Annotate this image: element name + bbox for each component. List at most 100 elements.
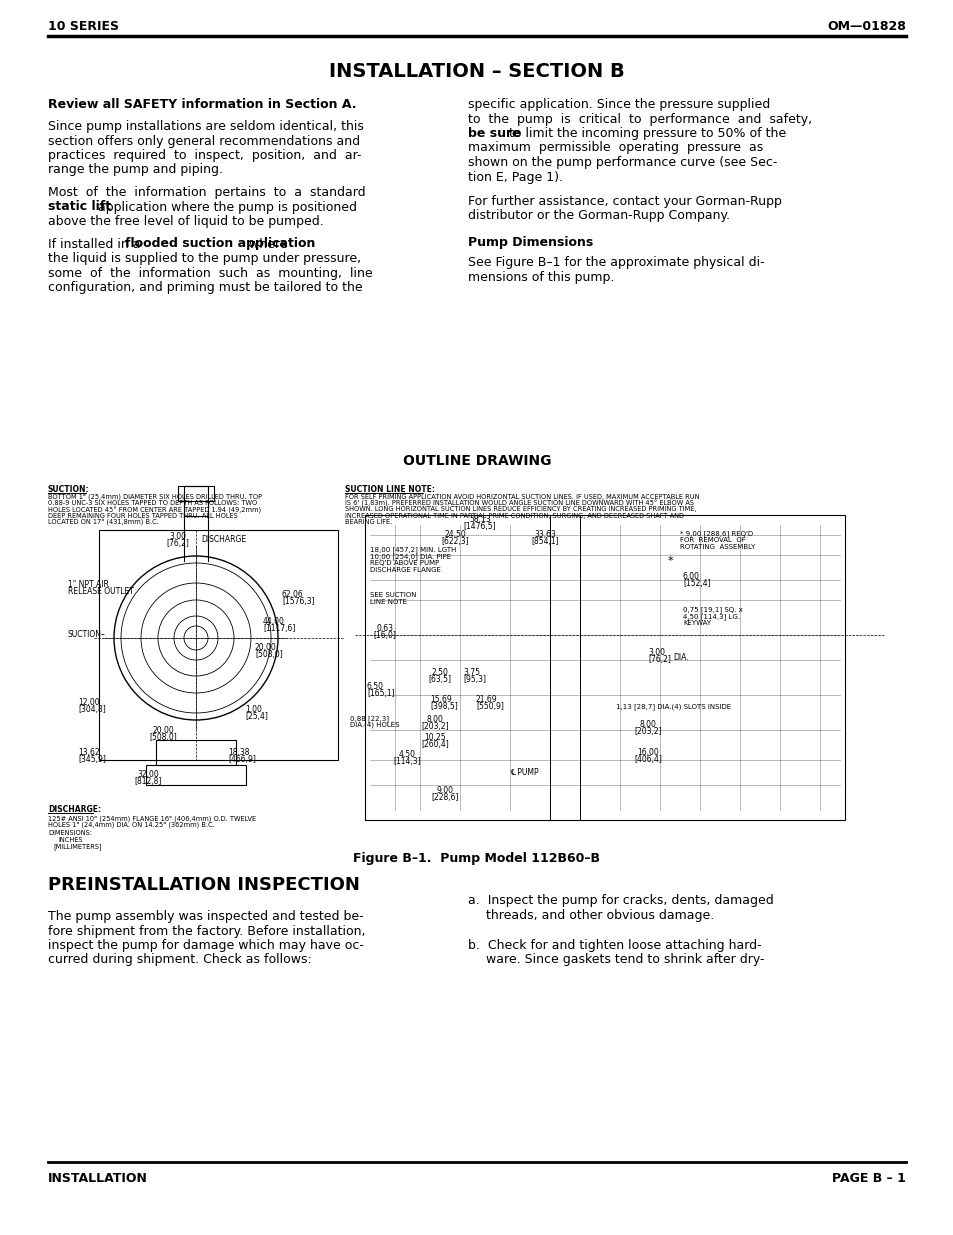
Text: SUCTION–: SUCTION– [68, 630, 106, 638]
Text: [398,5]: [398,5] [430, 701, 457, 711]
Text: RELEASE OUTLET: RELEASE OUTLET [68, 587, 133, 597]
Text: [1117,6]: [1117,6] [263, 624, 295, 634]
Text: [1576,3]: [1576,3] [282, 597, 314, 606]
Text: INSTALLATION: INSTALLATION [48, 1172, 148, 1186]
Text: section offers only general recommendations and: section offers only general recommendati… [48, 135, 359, 147]
Text: [345,9]: [345,9] [78, 755, 106, 764]
Text: 18,38: 18,38 [228, 748, 250, 757]
Bar [178, 487, 213, 501]
Text: OM—01828: OM—01828 [826, 20, 905, 33]
Text: ℄ PUMP: ℄ PUMP [510, 768, 538, 777]
Text: 0.88-9 UNC-3 SIX HOLES TAPPED TO DEPTH AS FOLLOWS: TWO: 0.88-9 UNC-3 SIX HOLES TAPPED TO DEPTH A… [48, 500, 257, 506]
Text: range the pump and piping.: range the pump and piping. [48, 163, 223, 177]
Text: configuration, and priming must be tailored to the: configuration, and priming must be tailo… [48, 282, 362, 294]
Text: 6,00: 6,00 [682, 572, 700, 580]
Text: DISCHARGE: DISCHARGE [201, 535, 246, 543]
Text: 3,75: 3,75 [462, 668, 479, 677]
Text: [203,2]: [203,2] [634, 727, 661, 736]
Text: LOCATED ON 17" (431,8mm) B.C.: LOCATED ON 17" (431,8mm) B.C. [48, 519, 159, 525]
Text: [812,8]: [812,8] [134, 777, 161, 785]
Text: tion E, Page 1).: tion E, Page 1). [468, 170, 563, 184]
Text: BEARING LIFE.: BEARING LIFE. [345, 519, 392, 525]
Text: [622,3]: [622,3] [440, 537, 468, 546]
Text: a.  Inspect the pump for cracks, dents, damaged: a. Inspect the pump for cracks, dents, d… [468, 894, 773, 906]
Text: to  the  pump  is  critical  to  performance  and  safety,: to the pump is critical to performance a… [468, 112, 812, 126]
Text: 58,13: 58,13 [469, 515, 490, 524]
Text: BOTTOM 1" (25,4mm) DIAMETER SIX HOLES DRILLED THRU. TOP: BOTTOM 1" (25,4mm) DIAMETER SIX HOLES DR… [48, 494, 262, 500]
Text: Most  of  the  information  pertains  to  a  standard: Most of the information pertains to a st… [48, 186, 365, 199]
Bar [184, 487, 208, 516]
Text: 20,00: 20,00 [152, 726, 173, 735]
Text: be sure: be sure [468, 127, 520, 140]
Text: 18,00 [457,2] MIN. LGTH: 18,00 [457,2] MIN. LGTH [370, 546, 456, 553]
Text: mensions of this pump.: mensions of this pump. [468, 270, 614, 284]
Text: 10 SERIES: 10 SERIES [48, 20, 119, 33]
Text: [165,1]: [165,1] [367, 689, 395, 698]
Text: INCHES: INCHES [58, 836, 82, 842]
Text: curred during shipment. Check as follows:: curred during shipment. Check as follows… [48, 953, 312, 967]
Text: INSTALLATION – SECTION B: INSTALLATION – SECTION B [329, 62, 624, 82]
Text: 4,50: 4,50 [398, 750, 416, 760]
Text: DISCHARGE FLANGE: DISCHARGE FLANGE [370, 567, 440, 573]
Text: b.  Check for and tighten loose attaching hard-: b. Check for and tighten loose attaching… [468, 939, 761, 951]
Text: 0,63: 0,63 [376, 624, 393, 634]
Text: [466,9]: [466,9] [228, 755, 255, 764]
Text: 1,00: 1,00 [245, 705, 262, 714]
Text: [304,8]: [304,8] [78, 705, 106, 714]
Text: 9,00: 9,00 [436, 785, 453, 795]
Text: The pump assembly was inspected and tested be-: The pump assembly was inspected and test… [48, 910, 363, 923]
Text: SHOWN. LONG HORIZONTAL SUCTION LINES REDUCE EFFICIENCY BY CREATING INCREASED PRI: SHOWN. LONG HORIZONTAL SUCTION LINES RED… [345, 506, 696, 513]
Text: [MILLIMETERS]: [MILLIMETERS] [53, 842, 102, 850]
Text: practices  required  to  inspect,  position,  and  ar-: practices required to inspect, position,… [48, 149, 361, 162]
Text: [203,2]: [203,2] [420, 722, 448, 731]
Text: DIMENSIONS:: DIMENSIONS: [48, 830, 91, 836]
Text: HOLES 1" (24,4mm) DIA. ON 14.25" (362mm) B.C.: HOLES 1" (24,4mm) DIA. ON 14.25" (362mm)… [48, 821, 214, 827]
Text: inspect the pump for damage which may have oc-: inspect the pump for damage which may ha… [48, 939, 363, 952]
Text: [260,4]: [260,4] [420, 740, 449, 748]
Text: 32,00: 32,00 [137, 769, 159, 779]
Text: DIA.(4) HOLES: DIA.(4) HOLES [350, 722, 399, 729]
Text: 10,00 [254,0] DIA. PIPE: 10,00 [254,0] DIA. PIPE [370, 553, 451, 559]
Text: threads, and other obvious damage.: threads, and other obvious damage. [486, 909, 714, 921]
Text: 0,88 [22,3]: 0,88 [22,3] [350, 715, 389, 721]
Text: some  of  the  information  such  as  mounting,  line: some of the information such as mounting… [48, 267, 373, 279]
Text: 0,75 [19,1] SQ. x: 0,75 [19,1] SQ. x [682, 606, 742, 613]
Text: static lift: static lift [48, 200, 111, 214]
Text: [854,1]: [854,1] [531, 537, 558, 546]
Text: FOR SELF PRIMING APPLICATION AVOID HORIZONTAL SUCTION LINES. IF USED, MAXIMUM AC: FOR SELF PRIMING APPLICATION AVOID HORIZ… [345, 494, 699, 500]
Text: HOLES LOCATED 45° FROM CENTER ARE TAPPED 1.94 (49,2mm): HOLES LOCATED 45° FROM CENTER ARE TAPPED… [48, 506, 261, 514]
Text: [550,9]: [550,9] [476, 701, 503, 711]
Text: ware. Since gaskets tend to shrink after dry-: ware. Since gaskets tend to shrink after… [486, 953, 764, 966]
Text: If installed in a: If installed in a [48, 237, 144, 251]
Text: specific application. Since the pressure supplied: specific application. Since the pressure… [468, 98, 770, 111]
Text: LINE NOTE: LINE NOTE [370, 599, 407, 605]
Text: For further assistance, contact your Gorman-Rupp: For further assistance, contact your Gor… [468, 195, 781, 207]
Text: DISCHARGE:: DISCHARGE: [48, 805, 101, 814]
Text: PAGE B – 1: PAGE B – 1 [831, 1172, 905, 1186]
Text: application where the pump is positioned: application where the pump is positioned [94, 200, 356, 214]
Text: fore shipment from the factory. Before installation,: fore shipment from the factory. Before i… [48, 925, 365, 937]
Text: 33,63: 33,63 [534, 530, 556, 538]
Text: [152,4]: [152,4] [682, 579, 710, 588]
Text: 8,00: 8,00 [639, 720, 656, 729]
Bar [365, 515, 844, 820]
Text: INCREASED OPERATIONAL TIME IN PARTIAL PRIME CONDITION, SURGING, AND DECREASED SH: INCREASED OPERATIONAL TIME IN PARTIAL PR… [345, 513, 683, 519]
Text: [95,3]: [95,3] [462, 676, 485, 684]
Text: 3.00: 3.00 [170, 532, 186, 541]
Text: 1" NPT AIR: 1" NPT AIR [68, 580, 109, 589]
Text: SUCTION LINE NOTE:: SUCTION LINE NOTE: [345, 485, 435, 494]
Text: Review all SAFETY information in Section A.: Review all SAFETY information in Section… [48, 98, 356, 111]
Text: 125# ANSI 10" (254mm) FLANGE 16" (406,4mm) O.D. TWELVE: 125# ANSI 10" (254mm) FLANGE 16" (406,4m… [48, 815, 255, 821]
Text: * 9,00 [288,6] REQ'D: * 9,00 [288,6] REQ'D [679, 530, 752, 537]
Text: DIA.: DIA. [672, 653, 688, 662]
Text: See Figure B–1 for the approximate physical di-: See Figure B–1 for the approximate physi… [468, 256, 764, 269]
Text: flooded suction application: flooded suction application [125, 237, 315, 251]
Text: 13,62: 13,62 [78, 748, 99, 757]
Text: DEEP REMAINING FOUR HOLES TAPPED THRU. ALL HOLES: DEEP REMAINING FOUR HOLES TAPPED THRU. A… [48, 513, 237, 519]
Text: Pump Dimensions: Pump Dimensions [468, 236, 593, 249]
Text: REQ'D ABOVE PUMP: REQ'D ABOVE PUMP [370, 559, 438, 566]
Text: [16,0]: [16,0] [374, 631, 396, 640]
Text: Figure B–1.  Pump Model 112B60–B: Figure B–1. Pump Model 112B60–B [354, 852, 599, 864]
Text: where: where [245, 237, 287, 251]
Text: *: * [667, 556, 673, 566]
